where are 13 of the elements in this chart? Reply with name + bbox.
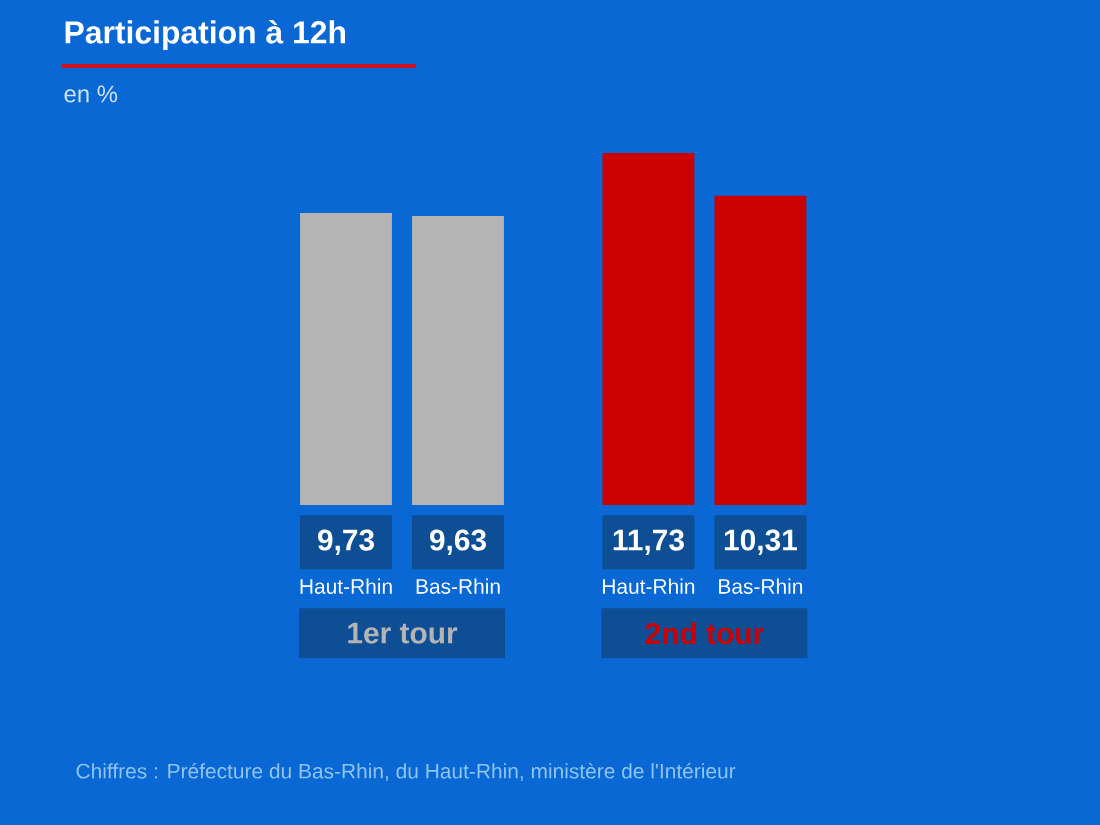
data-label: 9,63 [429, 529, 487, 555]
x-tick-label: Haut-Rhin [603, 578, 695, 594]
data-label: 11,73 [613, 529, 684, 555]
x-tick-label: Bas-Rhin [719, 578, 803, 594]
x-tick-label: Bas-Rhin [416, 578, 500, 594]
chart-title: Participation à 12h [65, 20, 345, 50]
data-label: 10,31 [724, 529, 797, 555]
data-label: 9,73 [317, 529, 375, 555]
text: Chiffres : Préfecture du Bas-Rhin, du Haut-Rhin, ministère de l'Intérieur [76, 762, 736, 782]
text: 1er tour [348, 622, 458, 644]
text: 2nd tour [645, 622, 764, 645]
chart-subtitle: en % [64, 85, 118, 103]
x-tick-label: Haut-Rhin [300, 578, 392, 594]
